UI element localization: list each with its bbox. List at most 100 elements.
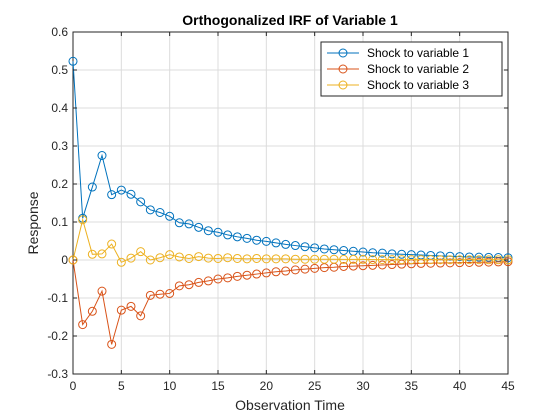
data-point (435, 255, 445, 265)
data-point (194, 252, 204, 262)
data-point (136, 311, 146, 321)
y-tick-label: -0.1 (47, 291, 68, 305)
series-layer (68, 56, 513, 349)
y-tick-label: 0.6 (51, 25, 68, 39)
data-point (300, 264, 310, 274)
y-tick-label: 0.1 (51, 215, 68, 229)
x-tick-label: 10 (163, 379, 177, 393)
data-point (203, 226, 213, 236)
data-point (271, 254, 281, 264)
data-point (435, 258, 445, 268)
data-point (126, 189, 136, 199)
series-line-2 (72, 259, 509, 345)
data-point (484, 257, 494, 267)
data-point (165, 288, 175, 298)
data-point (261, 254, 271, 264)
data-point (368, 255, 378, 265)
data-point (203, 253, 213, 263)
x-tick-label: 35 (405, 379, 419, 393)
data-point (319, 244, 329, 254)
data-point (116, 305, 126, 315)
x-tick-label: 30 (356, 379, 370, 393)
x-tick-label: 25 (308, 379, 322, 393)
y-tick-label: -0.3 (47, 367, 68, 381)
data-point (474, 255, 484, 265)
data-point (290, 241, 300, 251)
legend-label: Shock to variable 1 (367, 46, 469, 60)
data-point (377, 248, 387, 258)
series-3 (68, 215, 513, 267)
data-point (368, 260, 378, 270)
data-point (406, 250, 416, 260)
data-point (242, 233, 252, 243)
data-point (368, 248, 378, 258)
data-point (474, 257, 484, 267)
data-point (310, 243, 320, 253)
data-point (155, 289, 165, 299)
data-point (464, 257, 474, 267)
data-point (310, 263, 320, 273)
data-point (232, 253, 242, 263)
x-tick-label: 45 (501, 379, 515, 393)
data-point (213, 253, 223, 263)
data-point (97, 249, 107, 259)
data-point (261, 268, 271, 278)
data-point (78, 320, 88, 330)
data-point (261, 236, 271, 246)
series-2 (68, 255, 513, 349)
data-point (310, 254, 320, 264)
data-point (97, 286, 107, 296)
data-point (339, 261, 349, 271)
data-point (406, 255, 416, 265)
data-point (300, 254, 310, 264)
data-point (252, 253, 262, 263)
data-point (329, 245, 339, 255)
data-point (78, 215, 88, 225)
data-point (107, 339, 117, 349)
data-point (213, 227, 223, 237)
data-point (136, 247, 146, 257)
data-point (87, 249, 97, 259)
data-point (165, 211, 175, 221)
data-point (358, 254, 368, 264)
data-point (300, 242, 310, 252)
data-point (145, 290, 155, 300)
data-point (194, 222, 204, 232)
data-point (377, 260, 387, 270)
data-point (348, 261, 358, 271)
data-point (126, 253, 136, 263)
data-point (223, 273, 233, 283)
data-point (445, 251, 455, 261)
data-point (464, 255, 474, 265)
data-point (397, 249, 407, 259)
data-point (223, 230, 233, 240)
y-tick-label: 0.5 (51, 63, 68, 77)
series-line-1 (72, 61, 509, 259)
data-point (194, 277, 204, 287)
data-point (165, 250, 175, 260)
data-point (184, 280, 194, 290)
data-point (455, 255, 465, 265)
x-tick-label: 40 (453, 379, 467, 393)
legend-item: Shock to variable 1 (327, 46, 469, 60)
x-tick-label: 20 (260, 379, 274, 393)
plot-area (72, 31, 509, 375)
data-point (87, 182, 97, 192)
legend-item: Shock to variable 2 (327, 62, 469, 76)
data-point (455, 258, 465, 268)
data-point (271, 238, 281, 248)
data-point (484, 252, 494, 262)
y-axis-ticks: -0.3 -0.2 -0.1 0 0.1 0.2 0.3 0.4 0.5 0.6 (47, 25, 508, 381)
legend-item: Shock to variable 3 (327, 78, 469, 92)
data-point (290, 265, 300, 275)
data-point (174, 281, 184, 291)
data-point (116, 257, 126, 267)
data-point (358, 247, 368, 257)
data-point (426, 255, 436, 265)
data-point (174, 252, 184, 262)
data-point (242, 254, 252, 264)
data-point (339, 254, 349, 264)
data-point (126, 301, 136, 311)
data-point (484, 255, 494, 265)
data-point (474, 252, 484, 262)
